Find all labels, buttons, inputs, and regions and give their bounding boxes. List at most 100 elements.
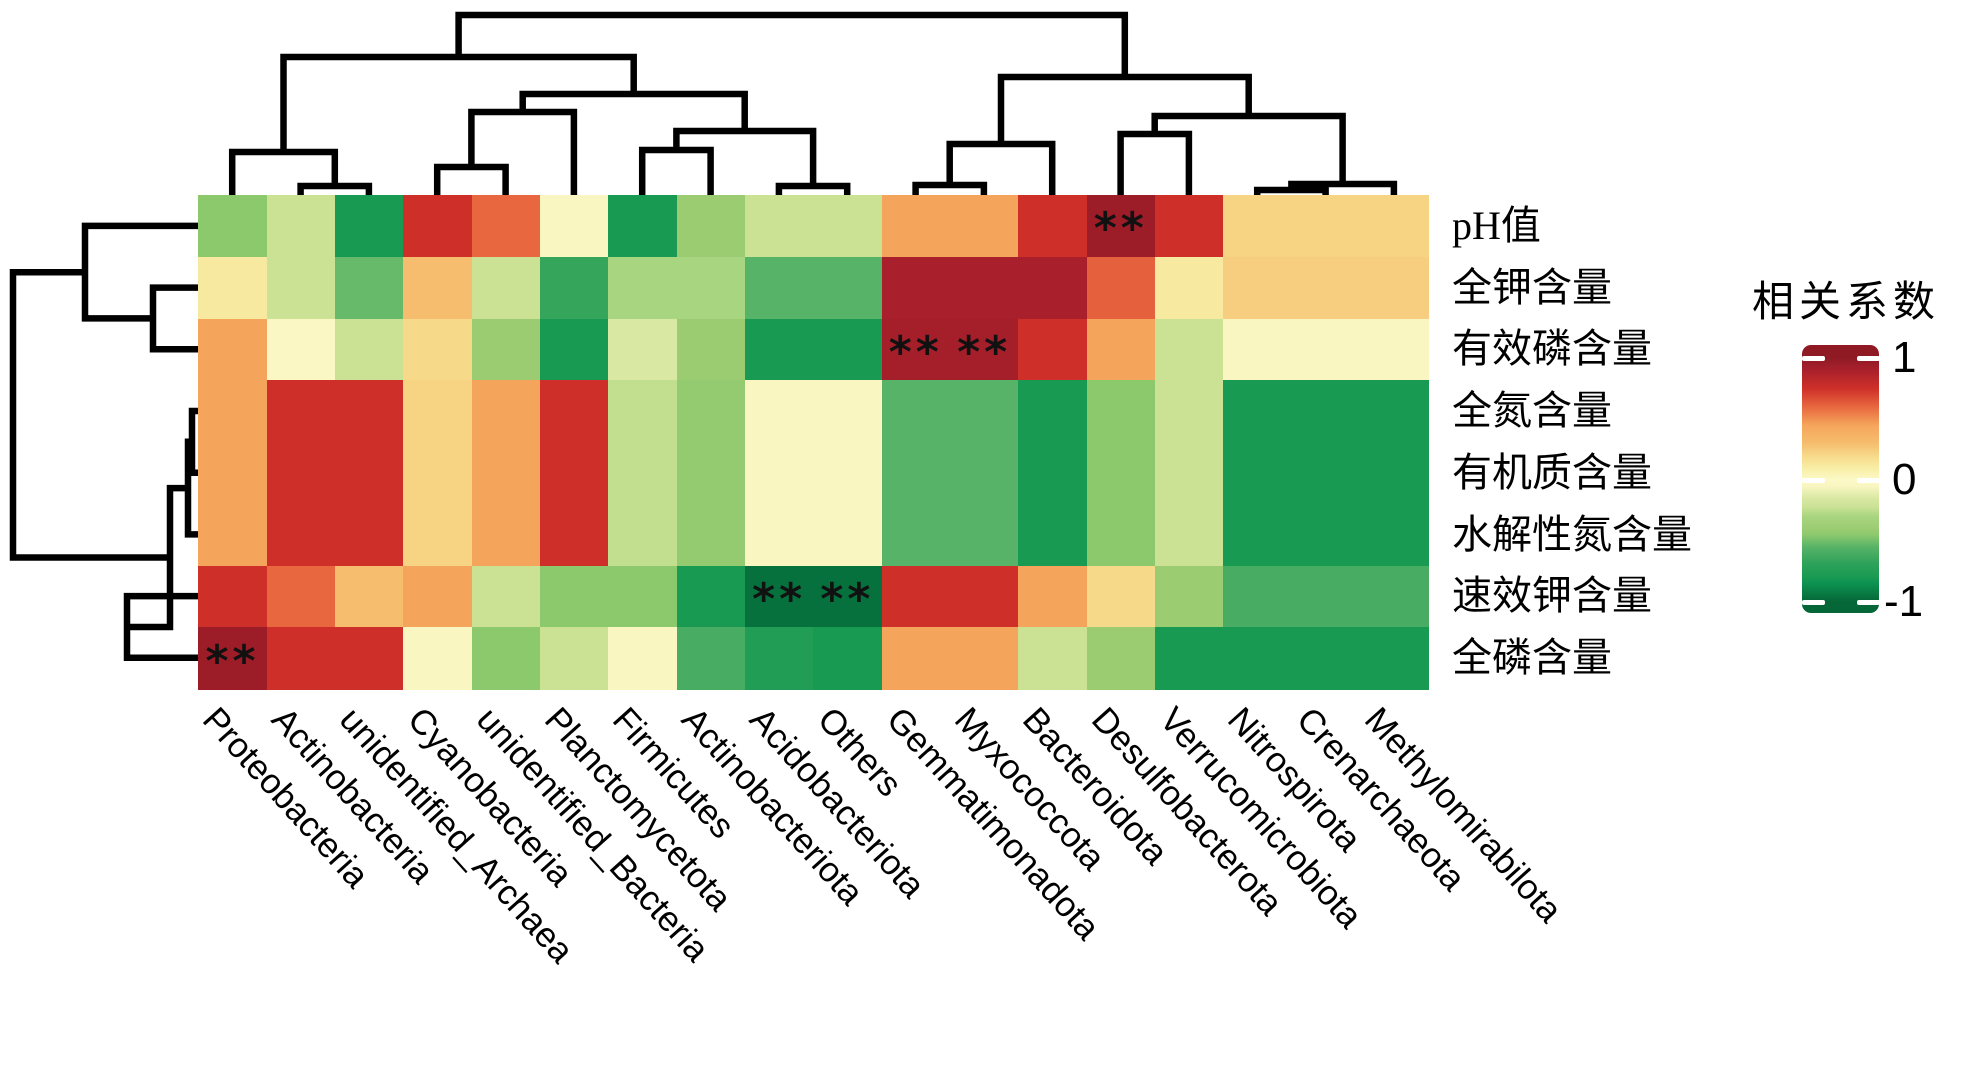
heatmap-cell (1154, 565, 1224, 628)
heatmap-cell (1154, 195, 1224, 258)
heatmap-cell (1154, 380, 1224, 443)
heatmap-cell (676, 565, 746, 628)
heatmap-cell (949, 627, 1019, 690)
heatmap-cell (266, 442, 336, 505)
heatmap-cell (403, 195, 473, 258)
heatmap-cell (1359, 318, 1429, 381)
heatmap-cell (1291, 380, 1361, 443)
heatmap-cell (1291, 503, 1361, 567)
heatmap-cell (1018, 318, 1088, 381)
heatmap-cell (813, 565, 883, 628)
heatmap-cell (881, 195, 951, 258)
heatmap-cell (813, 442, 883, 505)
heatmap-cell (334, 195, 404, 258)
significance-mark: ** (1093, 203, 1148, 255)
heatmap-cell (1223, 318, 1293, 381)
heatmap-cell (403, 318, 473, 381)
row-label: 全氮含量 (1452, 388, 1612, 434)
heatmap-cell (744, 256, 814, 320)
heatmap-cell (1223, 195, 1293, 258)
heatmap-cell (334, 627, 404, 690)
heatmap-cell (813, 318, 883, 381)
heatmap-cell (198, 380, 268, 443)
heatmap-cell (744, 565, 814, 628)
heatmap-cell (1018, 195, 1088, 258)
heatmap-cell (813, 503, 883, 567)
heatmap-cell (1359, 195, 1429, 258)
heatmap-cell (1291, 256, 1361, 320)
heatmap-cell (539, 565, 609, 628)
heatmap-cell (1018, 627, 1088, 690)
heatmap-cell (539, 256, 609, 320)
heatmap-cell (608, 627, 678, 690)
heatmap-cell (266, 318, 336, 381)
legend-title: 相关系数 (1752, 280, 1941, 326)
heatmap-cell (813, 627, 883, 690)
heatmap-cell (539, 380, 609, 443)
heatmap-cell (1291, 195, 1361, 258)
heatmap-cell (1291, 627, 1361, 690)
heatmap-cell (676, 380, 746, 443)
heatmap-cell (744, 195, 814, 258)
heatmap-cell (813, 380, 883, 443)
heatmap-cell (198, 256, 268, 320)
heatmap-cell (334, 565, 404, 628)
legend-tick-label: 0 (1892, 455, 1917, 504)
heatmap-cell (744, 380, 814, 443)
heatmap-cell (949, 195, 1019, 258)
heatmap-cell (1291, 565, 1361, 628)
heatmap-cell (744, 503, 814, 567)
heatmap-cell (949, 318, 1019, 381)
row-label: 全钾含量 (1452, 264, 1612, 310)
heatmap-cell (471, 442, 541, 505)
heatmap-cell (539, 627, 609, 690)
heatmap-cell (1018, 256, 1088, 320)
heatmap-cell (1154, 318, 1224, 381)
heatmap-cell (198, 565, 268, 628)
heatmap-cell (608, 565, 678, 628)
heatmap-cell (1086, 565, 1156, 628)
legend-tick-dash (1802, 355, 1825, 361)
heatmap-cell (1359, 565, 1429, 628)
heatmap-cell (949, 442, 1019, 505)
legend-tick-label: 1 (1892, 333, 1917, 382)
heatmap-cell (881, 318, 951, 381)
heatmap-cell (676, 627, 746, 690)
significance-mark: ** (205, 635, 260, 687)
legend-tick-label: -1 (1884, 577, 1924, 626)
heatmap-cell (676, 318, 746, 381)
heatmap-cell (1223, 627, 1293, 690)
heatmap-cell (608, 256, 678, 320)
heatmap-cell (676, 256, 746, 320)
heatmap-cell (266, 565, 336, 628)
heatmap-cell (1291, 442, 1361, 505)
heatmap-cell (334, 442, 404, 505)
heatmap-cell (198, 503, 268, 567)
heatmap-cell (744, 627, 814, 690)
heatmap-cell (471, 195, 541, 258)
heatmap-cell (539, 195, 609, 258)
row-label: 有机质含量 (1452, 449, 1652, 495)
significance-mark: ** (752, 573, 807, 625)
heatmap-cell (676, 503, 746, 567)
heatmap-cell (1086, 627, 1156, 690)
heatmap-cell (403, 503, 473, 567)
heatmap-cell (1086, 442, 1156, 505)
significance-mark: ** (957, 326, 1012, 378)
heatmap-cell (949, 565, 1019, 628)
heatmap-cell (881, 565, 951, 628)
heatmap-cell (813, 256, 883, 320)
heatmap-cell (949, 503, 1019, 567)
legend-tick-dash (1802, 477, 1825, 483)
heatmap-cell (1223, 442, 1293, 505)
row-label: 有效磷含量 (1452, 326, 1652, 372)
heatmap-cell (1223, 380, 1293, 443)
heatmap-cell (266, 627, 336, 690)
legend-tick-dash (1857, 599, 1880, 605)
heatmap-cell (1086, 380, 1156, 443)
heatmap-cell (471, 503, 541, 567)
heatmap-cell (334, 256, 404, 320)
heatmap-cell (471, 380, 541, 443)
heatmap-cell (198, 442, 268, 505)
